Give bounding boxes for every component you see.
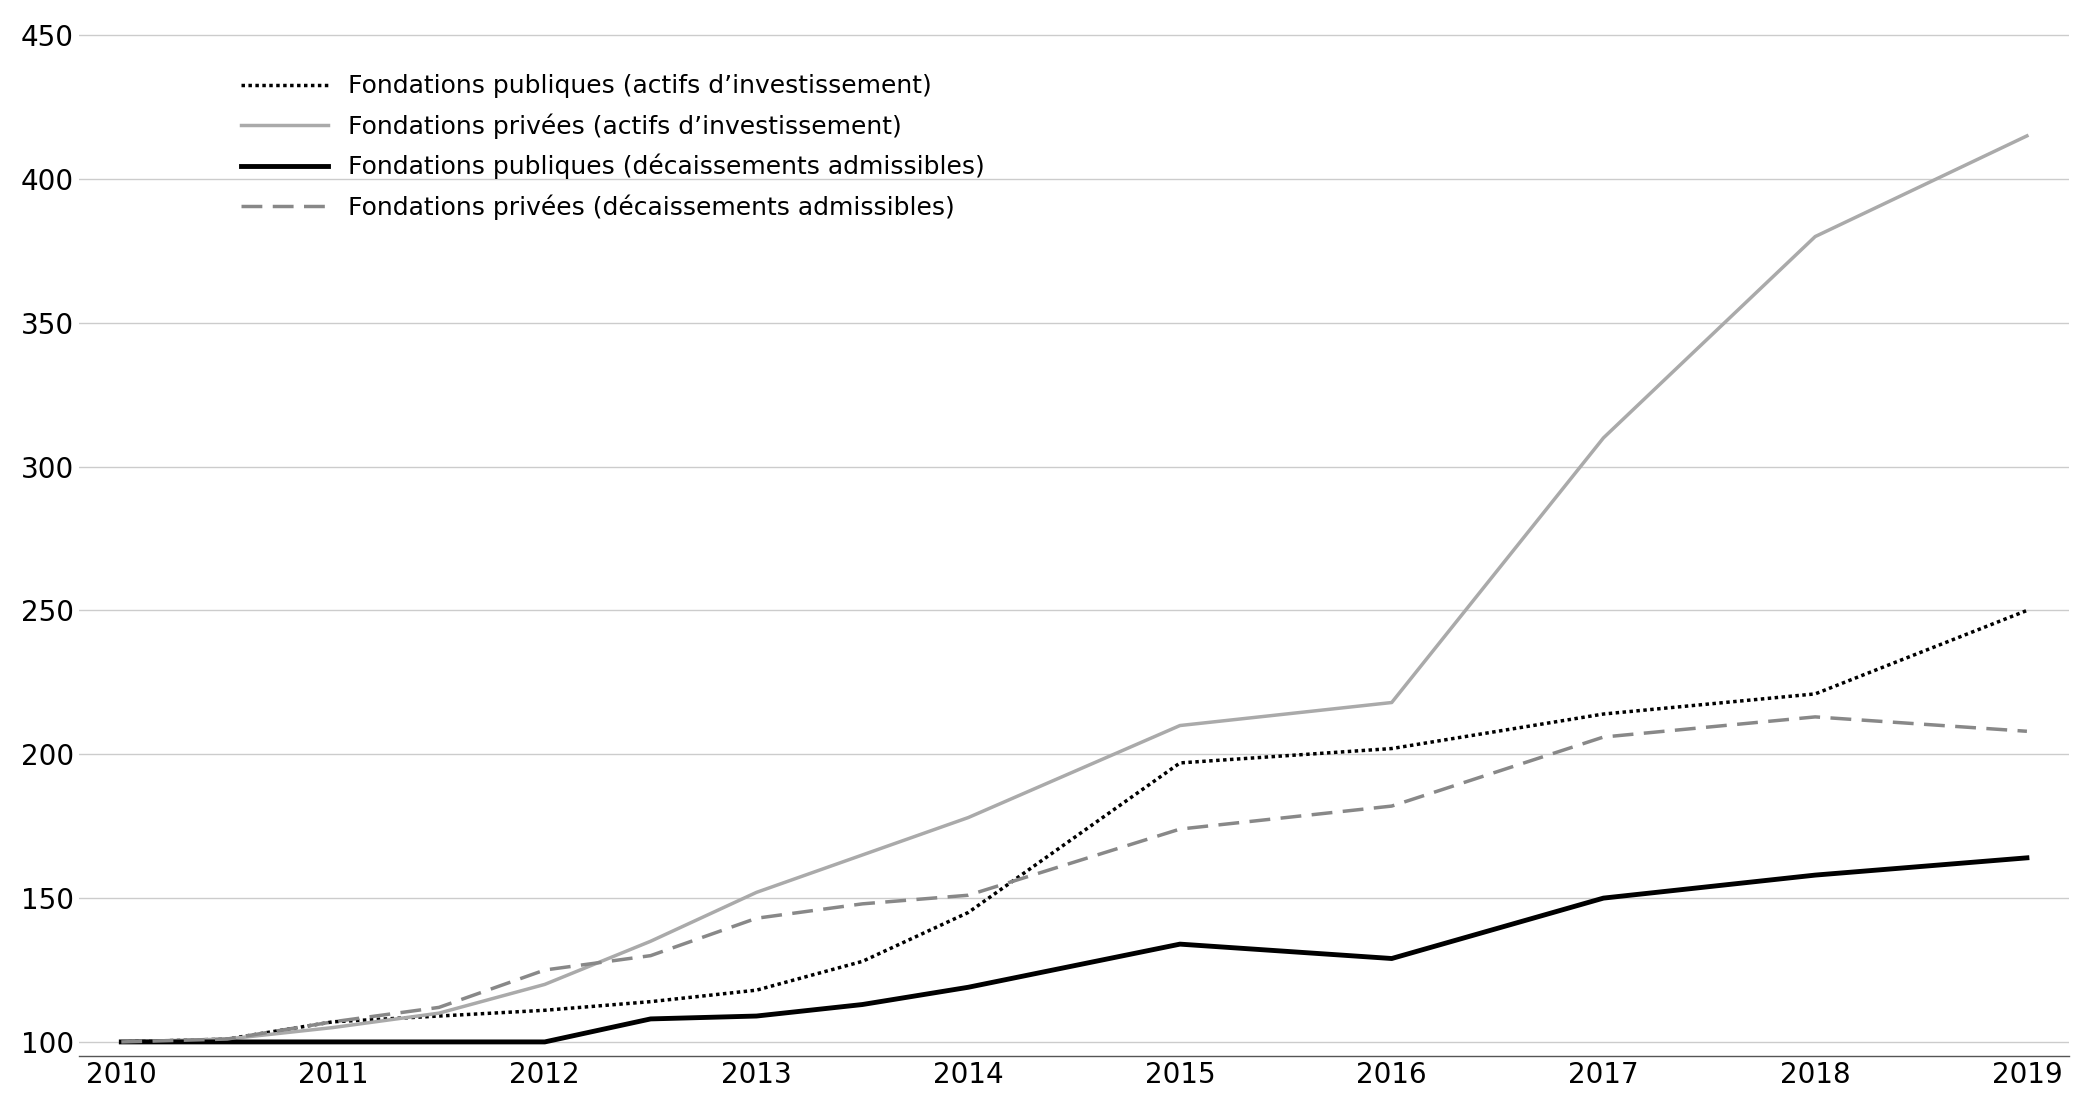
Legend: Fondations publiques (actifs d’investissement), Fondations privées (actifs d’inv: Fondations publiques (actifs d’investiss… xyxy=(230,64,995,230)
